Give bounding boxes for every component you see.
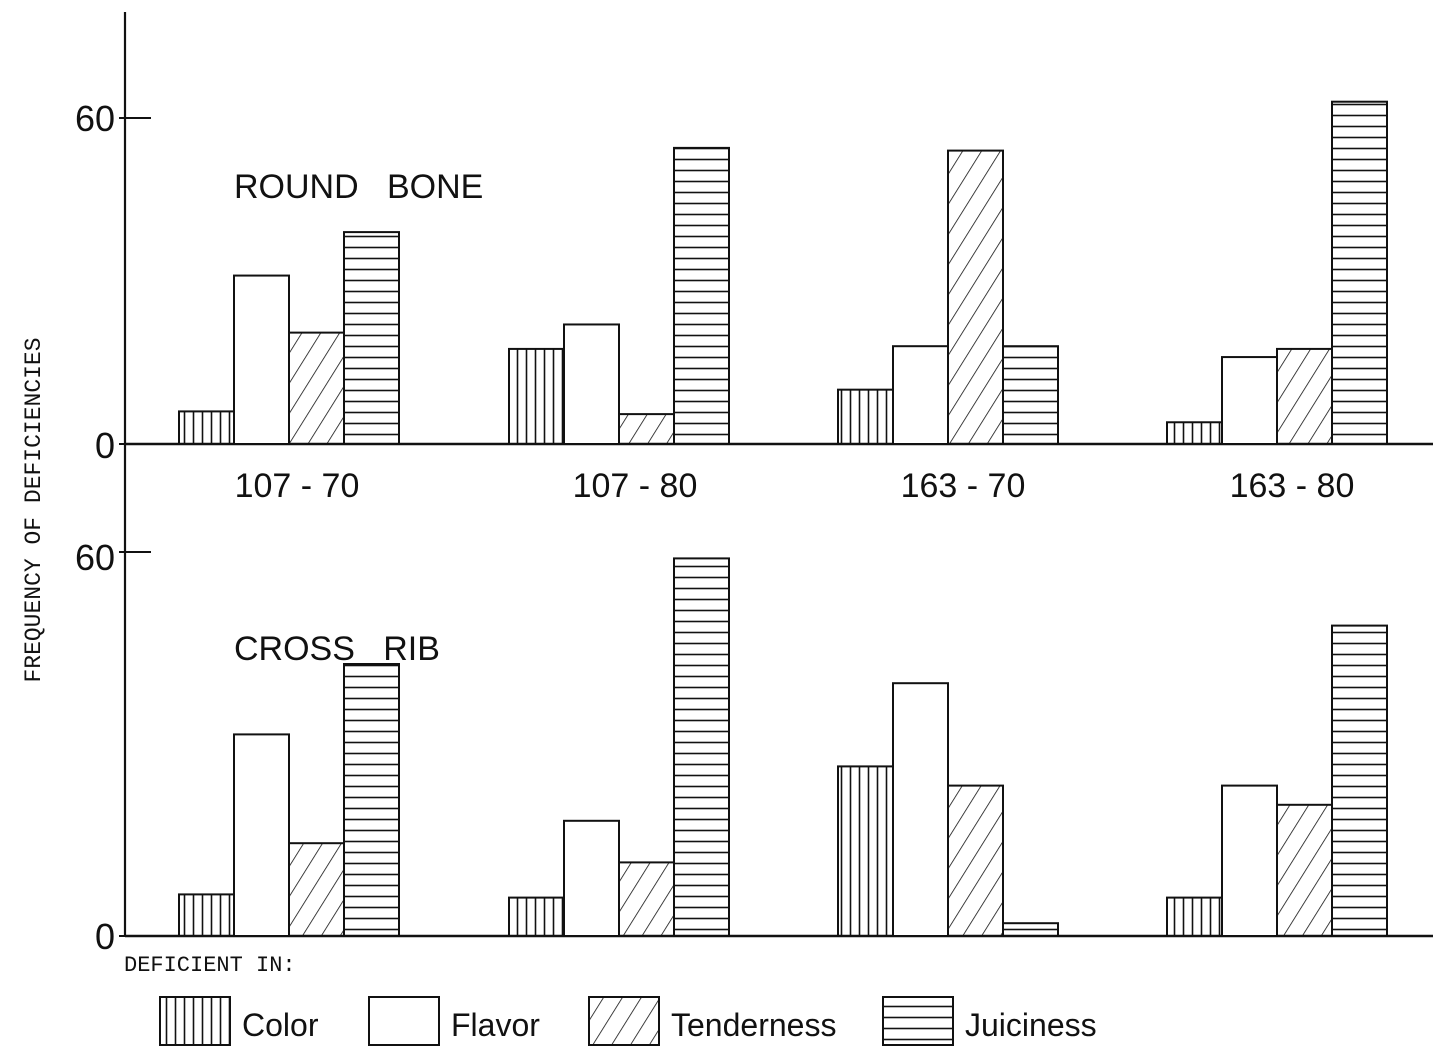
category-label-4: 163 - 80 bbox=[1230, 467, 1355, 505]
bar-round-bone-tenderness-3 bbox=[947, 149, 1004, 445]
legend-swatch-flavor bbox=[368, 996, 440, 1046]
bar-cross-rib-flavor-2 bbox=[563, 819, 620, 937]
y-axis-label: FREQUENCY OF DEFICIENCIES bbox=[21, 337, 47, 682]
bar-cross-rib-flavor-3 bbox=[892, 682, 949, 938]
ytick-label-top-60: 60 bbox=[75, 98, 115, 139]
category-labels: 107 - 70 107 - 80 163 - 70 163 - 80 bbox=[235, 467, 1355, 505]
bar-round-bone-color-2 bbox=[508, 347, 565, 445]
ytick-label-top-0: 0 bbox=[95, 425, 115, 466]
bar-cross-rib-juiciness-1 bbox=[343, 663, 400, 937]
panel-title-cross-rib: CROSS RIB bbox=[234, 630, 440, 668]
legend-label-color: Color bbox=[242, 1007, 319, 1043]
bar-round-bone-juiciness-4 bbox=[1331, 100, 1388, 445]
legend-swatch-color bbox=[159, 996, 231, 1046]
bar-round-bone-tenderness-4 bbox=[1276, 347, 1333, 445]
legend-title: DEFICIENT IN: bbox=[124, 953, 296, 978]
bar-cross-rib-flavor-1 bbox=[233, 733, 290, 938]
category-label-3: 163 - 70 bbox=[901, 467, 1026, 505]
bar-cross-rib-flavor-4 bbox=[1221, 784, 1278, 937]
bar-cross-rib-juiciness-2 bbox=[673, 557, 730, 938]
bar-round-bone-tenderness-2 bbox=[618, 413, 675, 446]
bar-cross-rib-juiciness-4 bbox=[1331, 624, 1388, 937]
legend-label-flavor: Flavor bbox=[451, 1007, 540, 1043]
legend: DEFICIENT IN: Color Flavor Tenderness Ju… bbox=[124, 953, 1097, 1046]
bar-cross-rib-color-2 bbox=[508, 896, 565, 937]
bar-round-bone-flavor-1 bbox=[233, 274, 290, 446]
bar-round-bone-flavor-2 bbox=[563, 323, 620, 446]
legend-swatch-juiciness bbox=[882, 996, 954, 1046]
bar-round-bone-color-4 bbox=[1166, 421, 1223, 445]
bar-round-bone-juiciness-2 bbox=[673, 146, 730, 445]
bar-round-bone-color-3 bbox=[837, 388, 894, 445]
bars bbox=[178, 100, 1388, 938]
bar-round-bone-flavor-4 bbox=[1221, 356, 1278, 446]
panel-title-round-bone: ROUND BONE bbox=[234, 168, 483, 206]
category-label-1: 107 - 70 bbox=[235, 467, 360, 505]
legend-label-juiciness: Juiciness bbox=[965, 1007, 1097, 1043]
bar-round-bone-juiciness-3 bbox=[1002, 345, 1059, 446]
ytick-label-bottom-0: 0 bbox=[95, 916, 115, 957]
bar-cross-rib-color-1 bbox=[178, 893, 235, 938]
legend-swatch-tenderness bbox=[588, 996, 660, 1046]
bar-round-bone-tenderness-1 bbox=[288, 331, 345, 445]
bar-cross-rib-tenderness-3 bbox=[947, 784, 1004, 937]
bar-cross-rib-color-3 bbox=[837, 765, 894, 938]
ytick-label-bottom-60: 60 bbox=[75, 537, 115, 578]
bar-cross-rib-tenderness-1 bbox=[288, 842, 345, 938]
bar-round-bone-flavor-3 bbox=[892, 345, 949, 446]
category-label-2: 107 - 80 bbox=[573, 467, 698, 505]
legend-label-tenderness: Tenderness bbox=[671, 1007, 836, 1043]
bar-cross-rib-color-4 bbox=[1166, 896, 1223, 937]
tick-labels: 60 0 60 0 bbox=[75, 98, 115, 957]
bar-cross-rib-juiciness-3 bbox=[1002, 922, 1059, 938]
bar-round-bone-juiciness-1 bbox=[343, 231, 400, 445]
bar-cross-rib-tenderness-4 bbox=[1276, 803, 1333, 937]
bar-cross-rib-tenderness-2 bbox=[618, 861, 675, 938]
bar-round-bone-color-1 bbox=[178, 410, 235, 445]
